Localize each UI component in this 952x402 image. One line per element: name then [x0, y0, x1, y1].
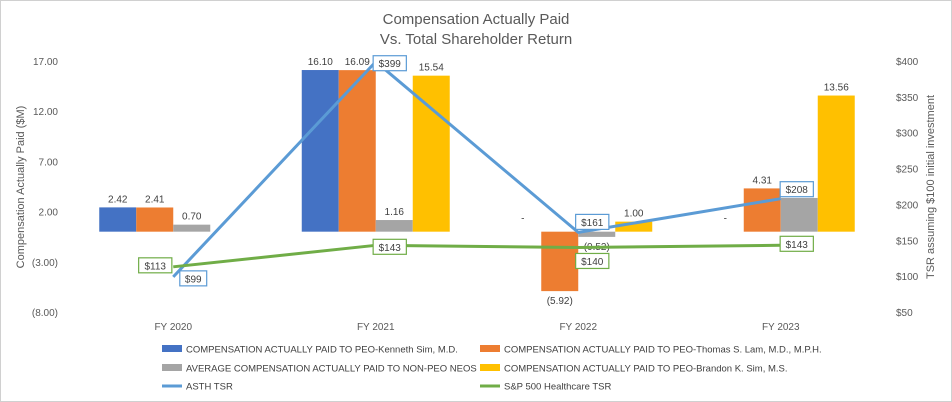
tsr-data-label-box — [372, 55, 407, 72]
tsr-line — [172, 60, 781, 278]
legend-swatch — [480, 345, 500, 352]
bar-data-label: 2.41 — [145, 194, 165, 205]
chart-title: Compensation Actually Paid — [383, 11, 570, 28]
legend-label: AVERAGE COMPENSATION ACTUALLY PAID TO NO… — [186, 364, 477, 375]
bar — [412, 75, 450, 232]
tsr-data-label: $113 — [144, 261, 166, 272]
bar — [136, 207, 174, 232]
tsr-data-label-box — [372, 238, 407, 255]
tsr-data-label-box — [138, 257, 173, 274]
bar-data-label: 0.70 — [182, 212, 202, 223]
tsr-data-label: $143 — [786, 240, 809, 251]
bar-data-label: 16.09 — [345, 57, 370, 68]
y-axis-title: Compensation Actually Paid ($M) — [15, 106, 27, 269]
y2-tick-label: $100 — [896, 272, 919, 283]
x-tick-label: FY 2022 — [559, 322, 597, 333]
tsr-data-label: $143 — [379, 243, 402, 254]
tsr-data-label: $140 — [581, 257, 604, 268]
tsr-data-label: $399 — [379, 59, 402, 70]
y2-tick-label: $350 — [896, 93, 919, 104]
bar — [541, 231, 579, 292]
bar — [615, 221, 653, 232]
x-tick-label: FY 2023 — [762, 322, 800, 333]
bar-data-label: - — [724, 214, 727, 225]
y-tick-label: 7.00 — [39, 157, 59, 168]
legend-label: COMPENSATION ACTUALLY PAID TO PEO-Thomas… — [504, 345, 822, 356]
bar — [173, 224, 211, 232]
bar — [99, 207, 137, 232]
y-tick-label: 17.00 — [33, 57, 58, 68]
bar — [301, 70, 339, 232]
tsr-data-label-box — [779, 235, 814, 252]
bar-data-label: 1.16 — [385, 207, 405, 218]
bar-data-label: 4.31 — [753, 175, 773, 186]
x-tick-label: FY 2021 — [357, 322, 395, 333]
legend-label: COMPENSATION ACTUALLY PAID TO PEO-Brando… — [504, 364, 788, 375]
tsr-data-label-box — [575, 252, 610, 270]
tsr-data-label: $99 — [185, 274, 202, 285]
y2-tick-label: $400 — [896, 57, 919, 68]
legend-swatch — [162, 364, 182, 371]
y2-tick-label: $150 — [896, 236, 919, 247]
tsr-line — [173, 243, 781, 269]
tsr-data-label-box — [779, 181, 814, 198]
bar — [375, 220, 413, 232]
bar — [578, 231, 616, 237]
tsr-data-label: $161 — [581, 218, 604, 229]
bar-data-label: 2.42 — [108, 194, 128, 205]
y-tick-label: 12.00 — [33, 107, 58, 118]
y-tick-label: 2.00 — [39, 208, 59, 219]
bar — [743, 188, 781, 232]
y2-axis-title: TSR assuming $100 initial investment — [925, 95, 937, 279]
chart-subtitle: Vs. Total Shareholder Return — [380, 31, 572, 48]
legend-label: COMPENSATION ACTUALLY PAID TO PEO-Kennet… — [186, 345, 458, 356]
bar — [817, 95, 855, 232]
tsr-data-label-box — [575, 213, 610, 230]
bar-data-label: 16.10 — [308, 57, 333, 68]
y2-tick-label: $50 — [896, 308, 913, 319]
x-tick-label: FY 2020 — [154, 322, 192, 333]
bar-data-label: - — [521, 214, 524, 225]
bar — [338, 70, 376, 232]
y2-tick-label: $200 — [896, 200, 919, 211]
bar-data-label: 13.56 — [824, 83, 849, 94]
bar-data-label: 15.54 — [419, 63, 444, 74]
legend-label: ASTH TSR — [186, 382, 233, 393]
legend-swatch — [162, 345, 182, 352]
y2-tick-label: $300 — [896, 129, 919, 140]
legend-swatch — [480, 364, 500, 371]
legend-label: S&P 500 Healthcare TSR — [504, 382, 612, 393]
y2-tick-label: $250 — [896, 165, 919, 176]
tsr-data-label: $208 — [786, 185, 809, 196]
y-tick-label: (8.00) — [32, 308, 58, 319]
bar-data-label: 1.00 — [624, 209, 644, 220]
bar — [780, 197, 818, 232]
bar-data-label: (5.92) — [547, 296, 573, 307]
y-tick-label: (3.00) — [32, 258, 58, 269]
tsr-data-label-box — [179, 270, 208, 287]
